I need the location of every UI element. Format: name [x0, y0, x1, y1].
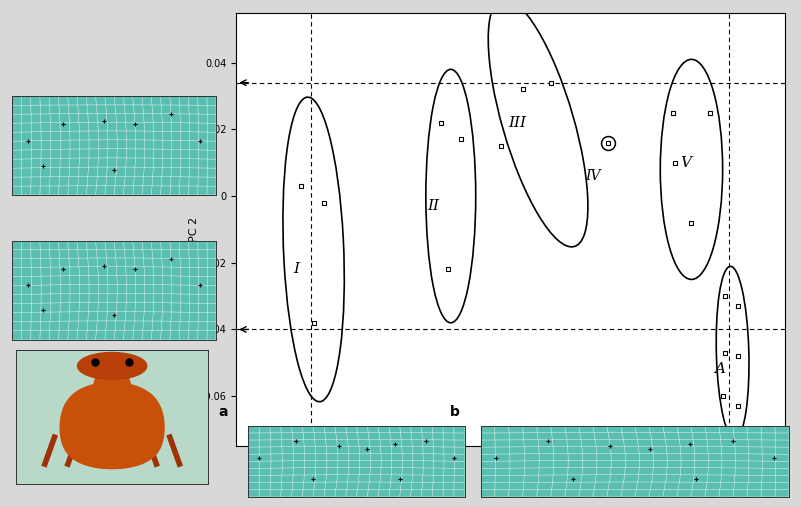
Text: IV: IV: [586, 169, 601, 183]
Polygon shape: [78, 352, 147, 379]
Y-axis label: PC 2: PC 2: [189, 217, 199, 242]
Text: II: II: [427, 199, 439, 213]
Polygon shape: [60, 383, 164, 468]
Text: b: b: [450, 405, 460, 419]
Text: A: A: [714, 363, 726, 377]
Polygon shape: [93, 374, 131, 387]
Text: a: a: [218, 405, 227, 419]
Text: III: III: [508, 116, 526, 130]
Text: I: I: [293, 263, 299, 276]
Text: V: V: [680, 156, 690, 170]
X-axis label: PC1: PC1: [500, 472, 521, 482]
